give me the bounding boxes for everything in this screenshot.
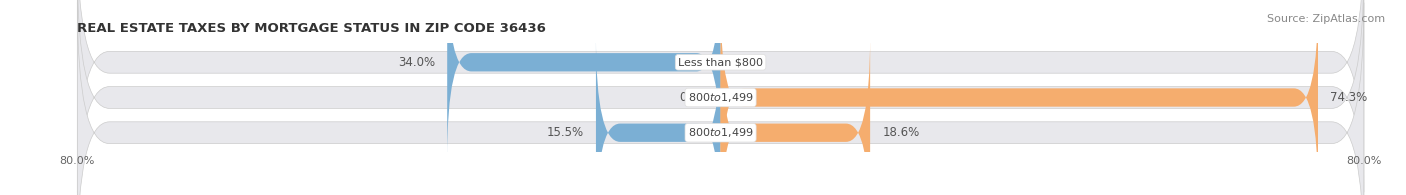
Text: $800 to $1,499: $800 to $1,499 <box>688 126 754 139</box>
FancyBboxPatch shape <box>721 36 870 195</box>
Text: 18.6%: 18.6% <box>882 126 920 139</box>
Text: 0.0%: 0.0% <box>733 56 762 69</box>
Text: 15.5%: 15.5% <box>547 126 583 139</box>
Text: Less than $800: Less than $800 <box>678 57 763 67</box>
Text: 34.0%: 34.0% <box>398 56 434 69</box>
FancyBboxPatch shape <box>721 1 1317 194</box>
FancyBboxPatch shape <box>447 0 721 159</box>
FancyBboxPatch shape <box>77 3 1364 195</box>
Text: $800 to $1,499: $800 to $1,499 <box>688 91 754 104</box>
Text: 0.0%: 0.0% <box>679 91 709 104</box>
Text: REAL ESTATE TAXES BY MORTGAGE STATUS IN ZIP CODE 36436: REAL ESTATE TAXES BY MORTGAGE STATUS IN … <box>77 22 546 35</box>
FancyBboxPatch shape <box>77 0 1364 192</box>
Text: 74.3%: 74.3% <box>1330 91 1367 104</box>
FancyBboxPatch shape <box>596 36 721 195</box>
Text: Source: ZipAtlas.com: Source: ZipAtlas.com <box>1267 14 1385 24</box>
FancyBboxPatch shape <box>77 0 1364 195</box>
